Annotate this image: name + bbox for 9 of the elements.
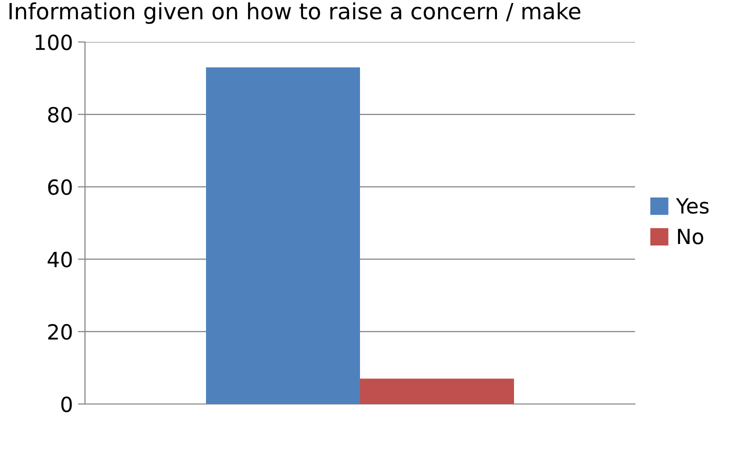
y-tick-label: 100 [36,34,72,50]
y-tick-label: 80 [48,106,72,123]
y-tick-label: 40 [48,252,72,268]
y-tick-label: 60 [48,179,72,196]
y-tick-label: 20 [48,324,72,340]
legend-label: No [678,228,704,244]
chart-title: Information given on how to raise a concern / make [10,2,580,24]
legend-label: Yes [676,198,709,214]
y-tick-label: 0 [61,396,72,412]
